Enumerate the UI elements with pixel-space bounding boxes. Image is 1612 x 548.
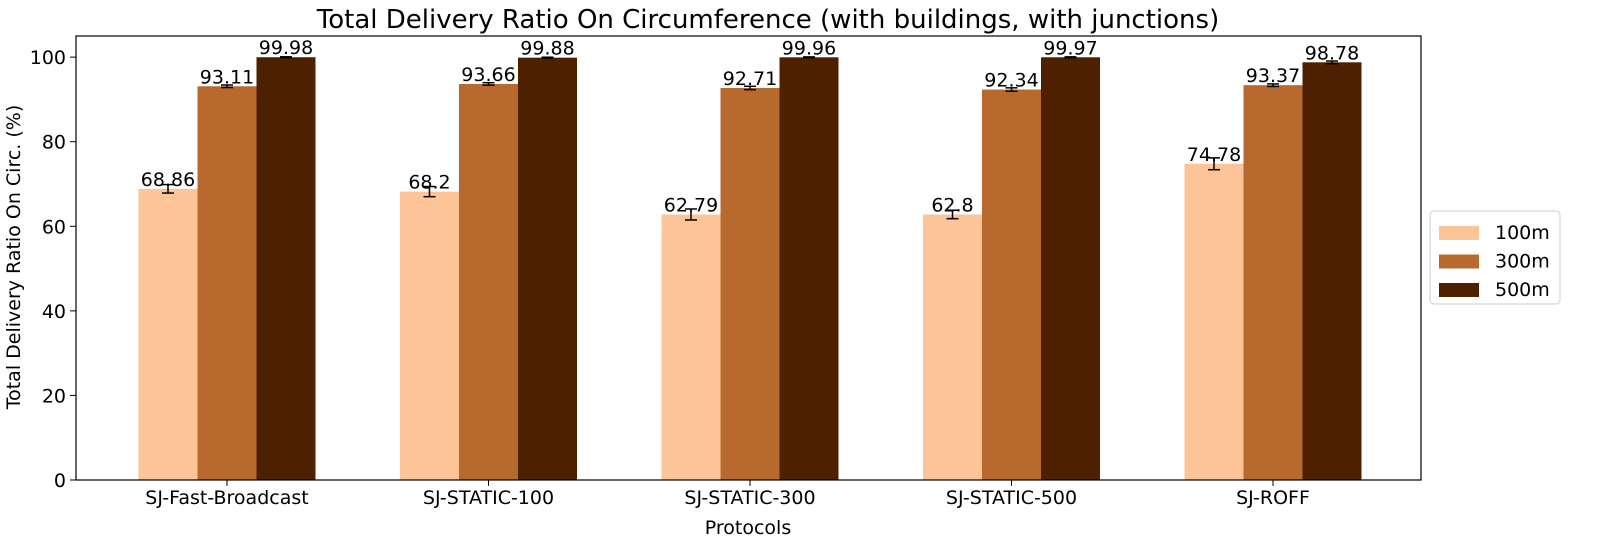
data-label: 93.66 — [461, 64, 515, 86]
y-tick-label: 20 — [42, 385, 66, 407]
chart-title: Total Delivery Ratio On Circumference (w… — [316, 5, 1219, 35]
bar-300m-0 — [197, 86, 257, 481]
bar-500m-0 — [256, 57, 316, 481]
error-bars-layer — [162, 56, 1338, 221]
legend: 100m 300m 500m — [1429, 210, 1561, 305]
data-label: 62.8 — [931, 194, 973, 216]
data-label: 62.79 — [664, 194, 718, 216]
data-labels-layer: 68.8693.1199.9868.293.6699.8862.7992.719… — [141, 37, 1359, 216]
y-tick-label: 100 — [30, 47, 66, 69]
x-tick-label: SJ-Fast-Broadcast — [145, 487, 308, 509]
data-label: 93.37 — [1246, 65, 1300, 87]
bar-300m-3 — [982, 89, 1041, 480]
bar-300m-4 — [1243, 85, 1303, 480]
data-label: 68.2 — [408, 172, 450, 194]
error-bar — [1005, 87, 1018, 92]
legend-label: 500m — [1495, 279, 1550, 301]
legend-label: 100m — [1495, 222, 1550, 244]
legend-swatch-300m — [1439, 254, 1479, 269]
axes-layer: SJ-Fast-Broadcast SJ-STATIC-100 SJ-STATIC-… — [30, 35, 1422, 509]
bar-100m-0 — [138, 188, 198, 481]
x-tick-label: SJ-ROFF — [1236, 487, 1310, 509]
error-bar — [946, 209, 959, 220]
error-bar — [685, 208, 697, 221]
error-bar — [423, 185, 436, 198]
error-bar — [1208, 157, 1220, 171]
y-axis-label: Total Delivery Ratio On Circ. (%) — [3, 105, 25, 411]
bar-100m-3 — [923, 214, 982, 480]
legend-swatch-500m — [1439, 283, 1479, 297]
data-label: 74.78 — [1187, 144, 1241, 166]
y-tick-label: 80 — [42, 132, 66, 154]
data-label: 68.86 — [141, 169, 195, 191]
x-tick-label: SJ-STATIC-100 — [423, 487, 554, 509]
bar-100m-1 — [400, 191, 459, 480]
legend-swatch-100m — [1439, 226, 1479, 240]
error-bar — [221, 84, 233, 89]
bar-500m-4 — [1302, 62, 1362, 480]
error-bar — [541, 56, 554, 59]
data-label: 98.78 — [1305, 42, 1359, 64]
bar-100m-4 — [1184, 163, 1244, 481]
x-tick-label: SJ-STATIC-500 — [946, 487, 1077, 509]
y-tick-label: 40 — [42, 301, 66, 323]
data-label: 92.34 — [984, 70, 1038, 92]
plot-frame — [75, 35, 1422, 481]
bar-100m-2 — [661, 214, 721, 480]
error-bar — [744, 85, 756, 91]
data-label: 92.71 — [723, 68, 777, 90]
error-bar — [803, 56, 815, 59]
bar-500m-3 — [1041, 57, 1100, 480]
error-bar — [1064, 56, 1077, 59]
x-axis-label: Protocols — [705, 517, 791, 539]
error-bar — [1326, 60, 1338, 65]
error-bar — [162, 183, 174, 194]
error-bar — [1267, 83, 1279, 88]
x-tick-label: SJ-STATIC-300 — [684, 487, 815, 509]
bar-300m-2 — [720, 87, 780, 480]
bar-500m-1 — [518, 57, 577, 481]
data-label: 93.11 — [200, 66, 254, 88]
legend-label: 300m — [1495, 251, 1550, 273]
error-bar — [482, 81, 495, 86]
bars-layer — [138, 57, 1362, 481]
data-label: 99.98 — [259, 37, 313, 59]
bar-300m-1 — [459, 83, 518, 481]
data-label: 99.96 — [782, 37, 836, 59]
data-label: 99.88 — [520, 38, 574, 60]
y-tick-label: 0 — [54, 470, 66, 492]
data-label: 99.97 — [1043, 37, 1097, 59]
error-bar — [280, 56, 292, 59]
bar-500m-2 — [779, 57, 839, 480]
y-tick-label: 60 — [42, 216, 66, 238]
